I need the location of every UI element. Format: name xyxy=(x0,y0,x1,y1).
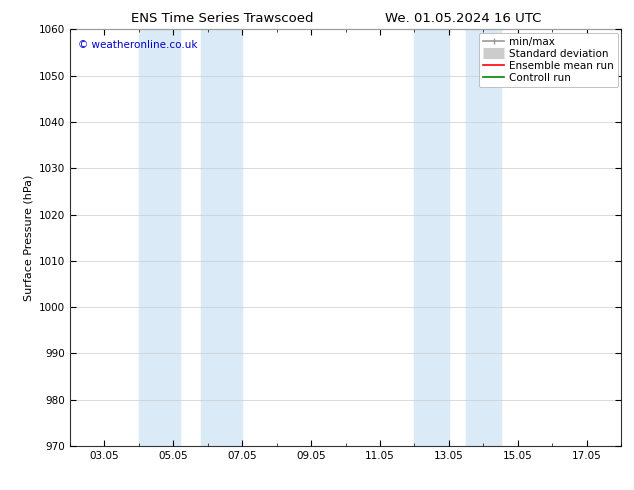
Text: © weatheronline.co.uk: © weatheronline.co.uk xyxy=(78,40,198,50)
Bar xyxy=(466,29,501,446)
Text: We. 01.05.2024 16 UTC: We. 01.05.2024 16 UTC xyxy=(385,12,541,25)
Y-axis label: Surface Pressure (hPa): Surface Pressure (hPa) xyxy=(23,174,33,301)
Bar xyxy=(139,29,180,446)
Text: ENS Time Series Trawscoed: ENS Time Series Trawscoed xyxy=(131,12,313,25)
Bar xyxy=(201,29,242,446)
Legend: min/max, Standard deviation, Ensemble mean run, Controll run: min/max, Standard deviation, Ensemble me… xyxy=(479,32,618,87)
Bar xyxy=(415,29,449,446)
